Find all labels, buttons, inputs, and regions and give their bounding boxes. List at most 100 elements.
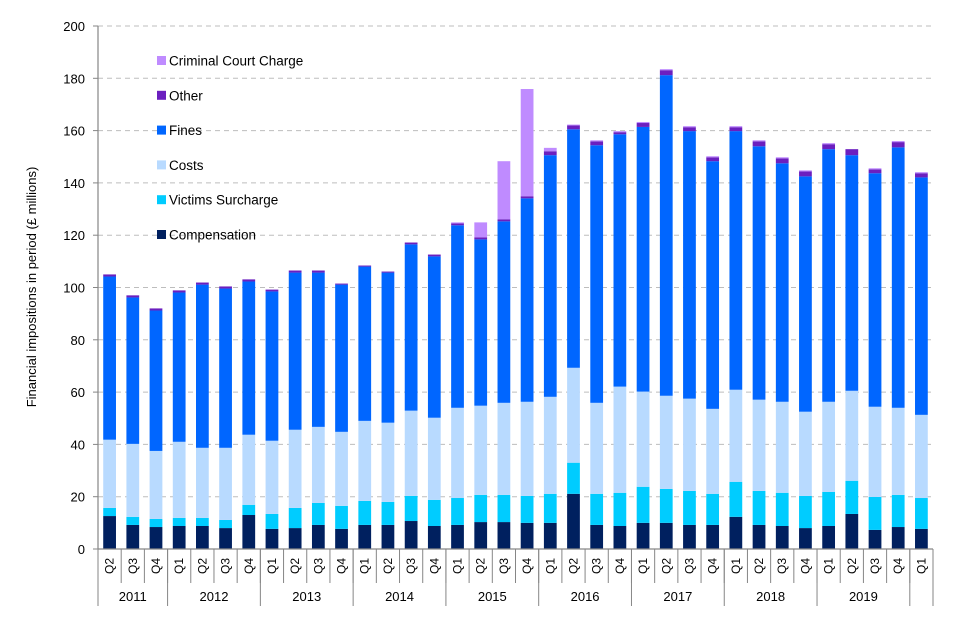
bar-segment-fines [427, 256, 441, 418]
bar-segment-victims-surcharge [845, 480, 859, 514]
bar-segment-compensation [775, 525, 789, 549]
x-quarter-label: Q3 [775, 558, 789, 574]
bar-stack [636, 121, 650, 549]
bar-segment-victims-surcharge [335, 505, 348, 529]
y-axis-title: Financial impositions in period (£ milli… [24, 167, 39, 408]
bar-segment-victims-surcharge [242, 504, 256, 516]
bar-segment-costs [775, 401, 789, 493]
bar-segment-costs [543, 396, 557, 494]
bar-segment-victims-surcharge [311, 502, 325, 525]
bar-stack [683, 126, 696, 549]
bar-segment-criminal-court-charge [451, 222, 464, 224]
bar-stack [520, 89, 534, 549]
bar-stack [915, 172, 928, 549]
bar-segment-other [613, 132, 627, 135]
x-year-label: 2014 [385, 589, 414, 604]
y-tick-label: 140 [63, 176, 85, 191]
bar-segment-fines [775, 163, 789, 402]
bar-segment-fines [567, 129, 580, 368]
bar-segment-victims-surcharge [196, 517, 209, 526]
legend-item: Victims Surcharge [157, 193, 278, 208]
bar-segment-criminal-court-charge [752, 140, 766, 142]
bar-segment-costs [381, 422, 395, 502]
bar-segment-compensation [799, 528, 812, 549]
bar-stack [799, 170, 812, 549]
bar-stack [845, 149, 859, 549]
bar-segment-victims-surcharge [775, 492, 789, 526]
bar-segment-fines [219, 288, 232, 448]
x-quarter-label: Q1 [265, 558, 279, 574]
bar-segment-compensation [242, 515, 256, 549]
bar-segment-compensation [868, 529, 882, 549]
bar-segment-costs [868, 406, 882, 497]
bar-segment-fines [659, 75, 673, 396]
bar-segment-compensation [520, 522, 534, 549]
bar-segment-fines [497, 221, 511, 403]
y-tick-label: 0 [78, 542, 85, 557]
bar-segment-costs [706, 408, 720, 494]
legend-label: Criminal Court Charge [169, 54, 303, 69]
bar-segment-fines [752, 146, 766, 400]
bar-stack [567, 124, 580, 549]
bar-segment-criminal-court-charge [891, 141, 905, 143]
bar-segment-other [497, 219, 511, 222]
bar-segment-compensation [915, 528, 928, 549]
bar-stack [775, 157, 789, 549]
x-quarter-label: Q3 [126, 558, 140, 574]
bar-segment-costs [567, 367, 580, 463]
legend-item: Criminal Court Charge [157, 54, 303, 69]
bar-segment-compensation [891, 527, 905, 549]
bar-segment-costs [196, 447, 209, 518]
bar-stack [474, 222, 488, 549]
bar-segment-other [288, 270, 302, 273]
bar-segment-victims-surcharge [497, 494, 511, 523]
bar-segment-compensation [288, 528, 302, 549]
bar-stack [149, 308, 163, 549]
bar-segment-victims-surcharge [520, 495, 534, 523]
bar-segment-costs [520, 401, 534, 496]
bar-segment-victims-surcharge [126, 516, 140, 525]
bar-stack [822, 143, 836, 549]
bar-segment-fines [799, 176, 812, 412]
bar-segment-criminal-court-charge [659, 69, 673, 71]
bar-segment-costs [497, 402, 511, 495]
x-quarter-label: Q4 [520, 558, 534, 574]
bar-segment-other [103, 274, 116, 277]
gridlines [98, 25, 933, 498]
y-tick-label: 160 [63, 124, 85, 139]
bar-segment-other [822, 144, 836, 150]
x-quarter-label: Q1 [451, 558, 465, 574]
bar-segment-costs [219, 447, 232, 520]
bar-segment-victims-surcharge [265, 513, 279, 529]
bar-segment-criminal-court-charge [497, 161, 511, 220]
bar-segment-fines [613, 134, 627, 387]
bar-segment-other [358, 265, 372, 267]
bar-segment-criminal-court-charge [915, 172, 928, 174]
x-quarter-label: Q3 [682, 558, 696, 574]
bar-stack [288, 270, 302, 549]
bar-segment-victims-surcharge [381, 501, 395, 525]
bar-segment-other [567, 125, 580, 130]
bar-segment-other [543, 151, 557, 156]
bar-segment-compensation [265, 528, 279, 549]
x-quarter-label: Q1 [543, 558, 557, 574]
bar-segment-compensation [845, 513, 859, 549]
x-quarter-label: Q1 [914, 558, 928, 574]
bar-stack [659, 69, 673, 549]
legend-item: Other [157, 88, 203, 103]
bar-segment-costs [103, 439, 116, 508]
bar-segment-criminal-court-charge [729, 126, 743, 128]
bar-segment-costs [729, 389, 743, 482]
x-year-label: 2016 [571, 589, 600, 604]
x-quarter-label: Q2 [566, 558, 580, 574]
bar-segment-other [590, 141, 604, 146]
bar-segment-fines [126, 297, 140, 444]
bar-segment-other [126, 295, 140, 298]
bar-segment-fines [729, 131, 743, 390]
y-tick-label: 20 [71, 490, 85, 505]
bar-segment-costs [451, 407, 464, 499]
bar-segment-compensation [752, 524, 766, 549]
bar-segment-fines [590, 145, 604, 403]
bar-segment-criminal-court-charge [775, 157, 789, 159]
bar-segment-costs [659, 395, 673, 489]
